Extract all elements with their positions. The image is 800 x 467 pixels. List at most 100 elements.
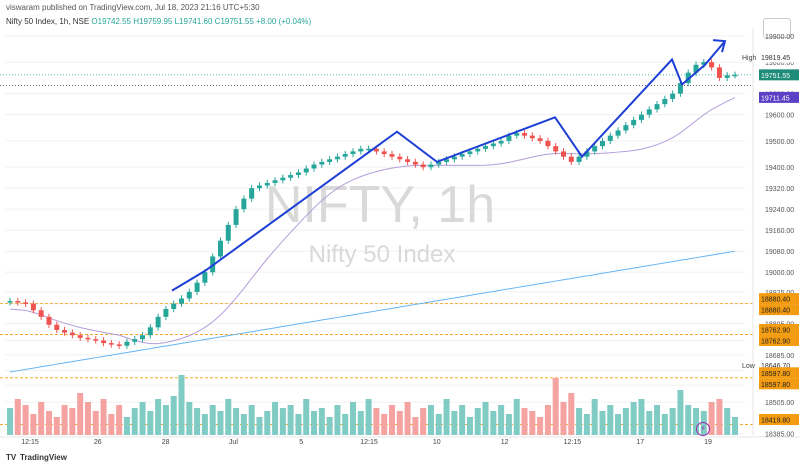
candle-body: [514, 133, 520, 136]
candle-body: [350, 151, 356, 155]
candle-body: [670, 93, 676, 99]
volume-bar: [381, 414, 388, 435]
candle-body: [54, 324, 60, 330]
volume-bar: [342, 414, 349, 435]
volume-bar: [30, 414, 37, 435]
volume-bar: [396, 411, 403, 435]
high-value-label: 19819.45: [761, 55, 790, 62]
y-tick-label: 18505.00: [765, 400, 794, 407]
candle-body: [397, 156, 403, 160]
ma-long-line: [9, 250, 736, 373]
time-axis: 12:15 26 28 Jul 5 12:15 10 12 12:15 17 19: [0, 436, 800, 446]
candle-body: [483, 146, 489, 149]
candle-body: [420, 164, 426, 168]
high-value-label-bg: [759, 51, 799, 63]
volume-bar: [162, 405, 169, 435]
candle-body: [638, 114, 644, 120]
low-value: L19741.60: [174, 17, 213, 26]
tradingview-logo: TV TradingView: [6, 453, 67, 462]
candle-body: [693, 64, 699, 73]
volume-bar: [583, 414, 590, 435]
volume-bar: [498, 405, 505, 435]
candle-body: [560, 151, 566, 157]
candle-body: [709, 62, 715, 68]
volume-bar: [318, 408, 325, 435]
volume-bar: [505, 414, 512, 435]
candle-body: [662, 98, 668, 105]
prev-close-label-bg: [759, 91, 799, 103]
trendline: [171, 39, 727, 292]
volume-bar: [630, 402, 637, 435]
candle-body: [631, 119, 637, 126]
volume-bar: [350, 402, 357, 435]
level-label-bg: [759, 367, 799, 379]
candle-body: [537, 138, 543, 141]
candle-body: [607, 135, 613, 141]
volume-bar: [638, 399, 645, 435]
x-tick-label: 12:15: [360, 439, 378, 446]
lightning-icon[interactable]: ⚡: [696, 422, 710, 436]
candle-body: [256, 185, 262, 189]
candle-body: [38, 310, 44, 317]
candle-body: [30, 303, 36, 311]
volume-bar: [186, 402, 193, 435]
volume-bar: [420, 408, 427, 435]
corner-button[interactable]: [763, 18, 791, 38]
candle-body: [280, 177, 286, 181]
y-tick-label: 19900.00: [765, 34, 794, 41]
candle-body: [132, 339, 138, 342]
candle-body: [732, 74, 738, 77]
candle-body: [241, 198, 247, 210]
symbol-label: Nifty 50 Index, 1h, NSE: [6, 17, 90, 26]
candle-body: [428, 164, 434, 168]
candle-body: [677, 83, 683, 94]
volume-bar: [537, 417, 544, 435]
volume-bar: [466, 417, 473, 435]
volume-bar: [123, 417, 130, 435]
candle-body: [358, 148, 364, 152]
candles: [7, 58, 738, 349]
candle-body: [615, 130, 621, 136]
volume-bar: [256, 417, 263, 435]
level-label-bg: [759, 414, 799, 426]
volume-bar: [459, 405, 466, 435]
open-value: O19742.55: [91, 17, 131, 26]
level-label-bg: [759, 304, 799, 316]
volume-bar: [209, 405, 216, 435]
candle-body: [506, 135, 512, 141]
volume-bar: [178, 375, 185, 435]
x-tick-label: 17: [636, 439, 644, 446]
change-value: +8.00 (+0.04%): [256, 17, 312, 26]
y-tick-label: 19800.00: [765, 60, 794, 67]
high-label: High: [742, 55, 757, 62]
volume-bar: [248, 405, 255, 435]
y-tick-label: 19160.00: [765, 228, 794, 235]
level-label-bg: [759, 334, 799, 346]
y-tick-label: 19600.00: [765, 113, 794, 120]
volume-bar: [357, 411, 364, 435]
volume-bar: [716, 399, 723, 435]
candle-body: [654, 104, 660, 110]
volume-bar: [201, 414, 208, 435]
volume-bar: [412, 417, 419, 435]
candle-body: [311, 164, 317, 169]
candle-body: [186, 291, 192, 299]
candle-body: [303, 168, 309, 173]
level-label: 18597.80: [761, 382, 790, 389]
candle-body: [545, 140, 551, 147]
volume-bar: [233, 408, 240, 435]
volume-bar: [147, 411, 154, 435]
candle-body: [140, 335, 146, 340]
low-label: Low: [742, 363, 756, 370]
volume-bar: [116, 405, 123, 435]
candle-body: [701, 62, 707, 65]
volume-bar: [38, 402, 45, 435]
candle-body: [451, 156, 457, 160]
volume-bar: [170, 396, 177, 435]
candle-body: [436, 161, 442, 165]
volume-bar: [568, 393, 575, 435]
prev-close-label: 19711.45: [761, 95, 790, 102]
level-label: 18880.40: [761, 297, 790, 304]
candle-body: [724, 75, 730, 78]
ohlc-legend: Nifty 50 Index, 1h, NSE O19742.55 H19759…: [6, 17, 311, 26]
